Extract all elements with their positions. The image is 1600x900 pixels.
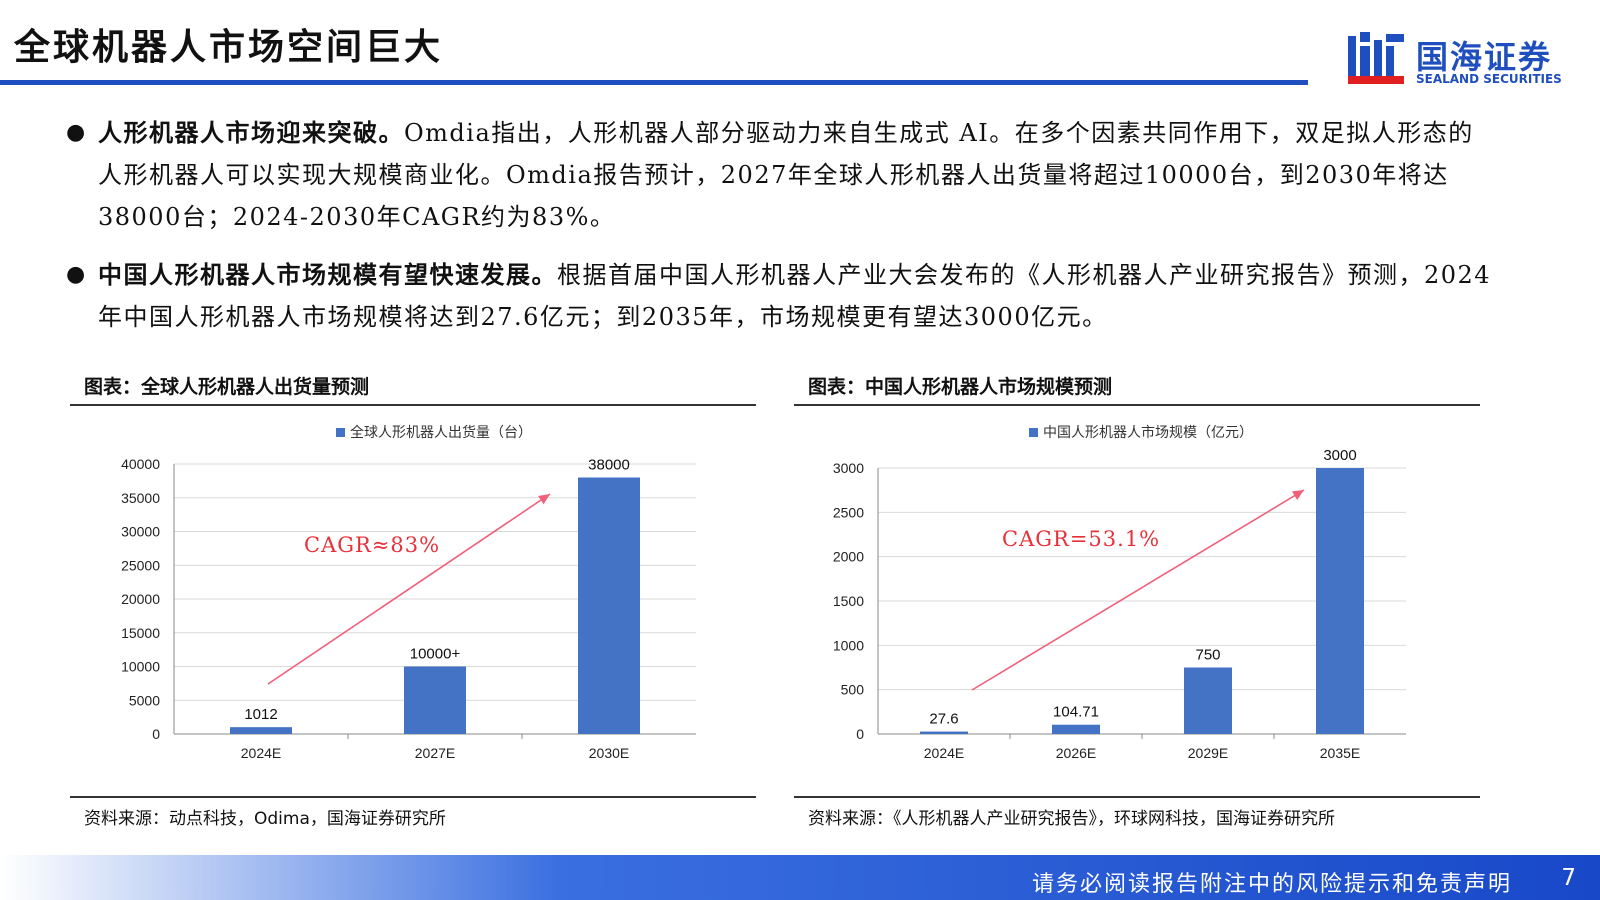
bar bbox=[230, 727, 292, 734]
legend-swatch bbox=[1029, 428, 1038, 437]
y-tick-label: 0 bbox=[856, 726, 864, 742]
y-tick-label: 5000 bbox=[129, 692, 160, 708]
y-tick-label: 20000 bbox=[121, 591, 160, 607]
data-label: 1012 bbox=[244, 706, 277, 723]
bar bbox=[1316, 468, 1364, 734]
cagr-arrow-head bbox=[1291, 490, 1304, 500]
x-tick-label: 2035E bbox=[1320, 745, 1360, 761]
title-underline bbox=[0, 80, 1308, 85]
company-logo: 国海证券 SEALAND SECURITIES bbox=[1346, 30, 1566, 88]
y-tick-label: 40000 bbox=[121, 456, 160, 472]
y-tick-label: 1500 bbox=[833, 593, 864, 609]
y-tick-label: 25000 bbox=[121, 557, 160, 573]
y-tick-label: 0 bbox=[152, 726, 160, 742]
y-tick-label: 2000 bbox=[833, 549, 864, 565]
x-tick-label: 2026E bbox=[1056, 745, 1096, 761]
bar bbox=[920, 731, 968, 734]
x-tick-label: 2029E bbox=[1188, 745, 1228, 761]
y-tick-label: 1000 bbox=[833, 637, 864, 653]
y-tick-label: 30000 bbox=[121, 524, 160, 540]
bullet-dot: ● bbox=[66, 262, 87, 287]
page-number: 7 bbox=[1561, 865, 1576, 891]
y-tick-label: 10000 bbox=[121, 659, 160, 675]
panel-source: 资料来源：《人形机器人产业研究报告》，环球网科技，国海证券研究所 bbox=[808, 809, 1335, 829]
logo-en-text: SEALAND SECURITIES bbox=[1416, 72, 1562, 86]
bullet-dot: ● bbox=[66, 120, 87, 145]
bar bbox=[1184, 667, 1232, 734]
legend-swatch bbox=[336, 428, 345, 437]
data-label: 750 bbox=[1195, 647, 1220, 664]
data-label: 3000 bbox=[1323, 447, 1356, 464]
bullet-lead: 中国人形机器人市场规模有望快速发展。 bbox=[98, 261, 557, 289]
chart-panel-global: 图表：全球人形机器人出货量预测 全球人形机器人出货量（台） 0 5000 10000 1… bbox=[70, 368, 756, 830]
y-tick-label: 35000 bbox=[121, 490, 160, 506]
panel-top-rule bbox=[70, 404, 756, 406]
cagr-arrow-line bbox=[267, 493, 551, 685]
cagr-arrow-line bbox=[971, 489, 1305, 691]
bullet-list: ● 人形机器人市场迎来突破。Omdia指出，人形机器人部分驱动力来自生成式 AI… bbox=[66, 112, 1496, 354]
y-tick-label: 15000 bbox=[121, 625, 160, 641]
page-title: 全球机器人市场空间巨大 bbox=[14, 27, 444, 68]
footer-disclaimer: 请务必阅读报告附注中的风险提示和免责声明 bbox=[1031, 872, 1512, 897]
x-tick-label: 2027E bbox=[415, 745, 455, 761]
bar bbox=[1052, 724, 1100, 734]
x-tick-label: 2024E bbox=[241, 745, 281, 761]
logo-cn-text: 国海证券 bbox=[1416, 38, 1553, 76]
panel-bottom-rule bbox=[70, 796, 756, 798]
bar bbox=[578, 477, 640, 734]
bullet-text: 根据首届中国人形机器人产业大会发布的《人形机器人产业研究报告》预测，2024年中… bbox=[98, 261, 1492, 331]
bar bbox=[404, 666, 466, 734]
footer-bar: 请务必阅读报告附注中的风险提示和免责声明 7 bbox=[0, 855, 1600, 900]
legend-label: 中国人形机器人市场规模（亿元） bbox=[1043, 424, 1253, 441]
data-label: 104.71 bbox=[1053, 704, 1099, 721]
panel-title: 图表：全球人形机器人出货量预测 bbox=[84, 376, 370, 398]
chart-global-shipments: 全球人形机器人出货量（台） 0 5000 10000 15000 20000 25000 30… bbox=[121, 424, 696, 761]
y-tick-label: 500 bbox=[841, 682, 865, 698]
bullet-item: ● 中国人形机器人市场规模有望快速发展。根据首届中国人形机器人产业大会发布的《人… bbox=[66, 254, 1496, 338]
panel-source: 资料来源：动点科技，Odima，国海证券研究所 bbox=[84, 809, 446, 829]
panel-bottom-rule bbox=[794, 796, 1480, 798]
y-tick-label: 3000 bbox=[833, 460, 864, 476]
bullet-lead: 人形机器人市场迎来突破。 bbox=[98, 119, 404, 147]
data-label: 38000 bbox=[588, 457, 630, 474]
cagr-annotation: CAGR=53.1% bbox=[1002, 527, 1160, 551]
bullet-text: Omdia指出，人形机器人部分驱动力来自生成式 AI。在多个因素共同作用下，双足… bbox=[98, 119, 1474, 231]
legend-label: 全球人形机器人出货量（台） bbox=[350, 424, 532, 441]
panel-top-rule bbox=[794, 404, 1480, 406]
bullet-item: ● 人形机器人市场迎来突破。Omdia指出，人形机器人部分驱动力来自生成式 AI… bbox=[66, 112, 1496, 238]
cagr-arrow-head bbox=[538, 494, 550, 505]
cagr-annotation: CAGR≈83% bbox=[304, 533, 440, 557]
x-tick-label: 2024E bbox=[924, 745, 964, 761]
chart-panel-china: 图表：中国人形机器人市场规模预测 中国人形机器人市场规模（亿元） 0 500 1000… bbox=[794, 368, 1480, 830]
panel-title: 图表：中国人形机器人市场规模预测 bbox=[808, 376, 1113, 398]
sealand-logo-icon bbox=[1348, 32, 1404, 84]
x-tick-label: 2030E bbox=[589, 745, 629, 761]
data-label: 10000+ bbox=[410, 646, 461, 663]
y-tick-label: 2500 bbox=[833, 504, 864, 520]
chart-china-market-size: 中国人形机器人市场规模（亿元） 0 500 1000 1500 2000 2500 3000 2… bbox=[833, 424, 1406, 761]
data-label: 27.6 bbox=[929, 711, 958, 728]
